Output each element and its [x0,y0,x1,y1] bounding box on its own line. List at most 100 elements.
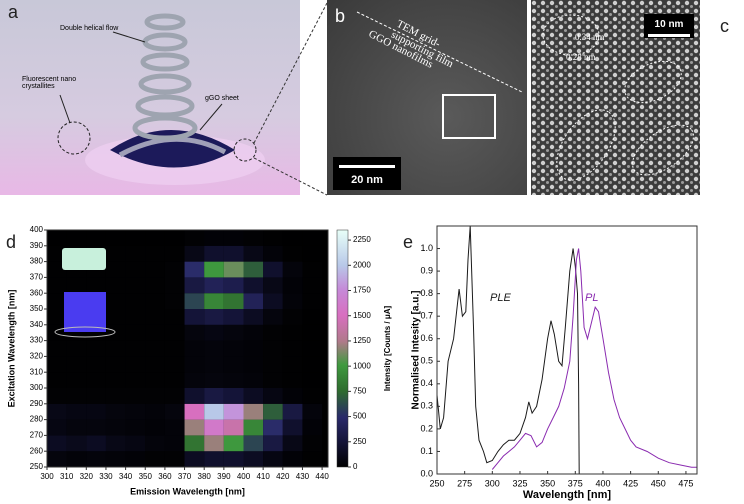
x-tick-label: 440 [315,472,329,481]
heat-cell [263,451,283,467]
heat-cell [263,372,283,388]
heat-cell [67,230,87,246]
heat-cell [224,246,244,262]
x-axis-label: Wavelength [nm] [523,489,612,501]
colorbar-tick-label: 250 [353,437,367,446]
colorbar-label: Intensity [Counts / μA] [383,306,392,392]
heat-cell [244,356,264,372]
heat-cell [86,451,106,467]
vial-photo [55,248,115,337]
x-tick-label: 325 [512,478,527,488]
heat-cell [145,451,165,467]
heat-cell [185,388,205,404]
heat-cell [47,341,67,357]
heat-cell [145,356,165,372]
heat-cell [204,246,224,262]
heat-cell [126,309,146,325]
heat-cell [145,404,165,420]
heat-cell [204,420,224,436]
heat-cell [145,372,165,388]
heat-cell [185,435,205,451]
heat-cell [67,451,87,467]
heat-cell [106,388,126,404]
heat-cell [86,435,106,451]
x-tick-label: 400 [237,472,251,481]
heat-cell [224,404,244,420]
heat-cell [106,372,126,388]
y-tick-label: 250 [30,462,44,471]
heat-cell [204,435,224,451]
heat-cell [204,293,224,309]
heat-cell [145,309,165,325]
heat-cell [185,262,205,278]
heat-cell [224,293,244,309]
y-tick-label: 0.3 [420,401,433,411]
y-tick-label: 400 [30,225,44,234]
heat-cell [263,388,283,404]
heat-cell [185,230,205,246]
heat-cell [126,230,146,246]
heat-cell [302,451,322,467]
heat-cell [106,246,126,262]
heat-cell [86,356,106,372]
colorbar-tick-label: 500 [353,412,367,421]
x-tick-label: 350 [540,478,555,488]
y-tick-label: 0.2 [420,423,433,433]
x-tick-label: 380 [198,472,212,481]
heat-cell [244,309,264,325]
heat-cell [283,309,303,325]
series-line [437,226,579,474]
heat-cell [204,262,224,278]
heat-cell [204,451,224,467]
heat-cell [302,435,322,451]
heat-cell [283,246,303,262]
heat-cell [283,404,303,420]
y-tick-label: 0.8 [420,288,433,298]
y-tick-label: 390 [30,241,44,250]
heat-cell [185,420,205,436]
heat-cell [47,356,67,372]
heat-cell [106,262,126,278]
heat-cell [283,451,303,467]
x-tick-label: 360 [158,472,172,481]
y-tick-label: 330 [30,336,44,345]
heat-cell [224,372,244,388]
heat-cell [145,246,165,262]
heat-cell [67,341,87,357]
x-tick-label: 250 [429,478,444,488]
colorbar-tick-label: 2250 [353,235,371,244]
heat-cell [204,230,224,246]
heat-cell [263,277,283,293]
vial-liquid [64,292,106,332]
y-tick-label: 340 [30,320,44,329]
heat-cell [204,356,224,372]
heat-cell [126,262,146,278]
colorbar-tick-label: 1000 [353,361,371,370]
heat-cell [224,309,244,325]
heat-cell [67,420,87,436]
heat-cell [263,325,283,341]
heat-cell [244,246,264,262]
heat-cell [244,293,264,309]
x-tick-label: 410 [256,472,270,481]
heat-cell [165,230,185,246]
colorbar [337,230,348,467]
heat-cell [106,325,126,341]
heat-cell [204,277,224,293]
heat-cell [204,388,224,404]
heat-cell [165,325,185,341]
y-tick-label: 0.9 [420,265,433,275]
y-tick-label: 260 [30,446,44,455]
heat-cell [283,293,303,309]
x-tick-label: 430 [296,472,310,481]
heat-cell [145,262,165,278]
heat-cell [244,372,264,388]
x-tick-label: 390 [217,472,231,481]
heat-cell [185,293,205,309]
heat-cell [244,451,264,467]
heat-cell [86,404,106,420]
heat-cell [224,277,244,293]
y-tick-label: 350 [30,304,44,313]
heat-cell [224,435,244,451]
heat-cell [126,325,146,341]
